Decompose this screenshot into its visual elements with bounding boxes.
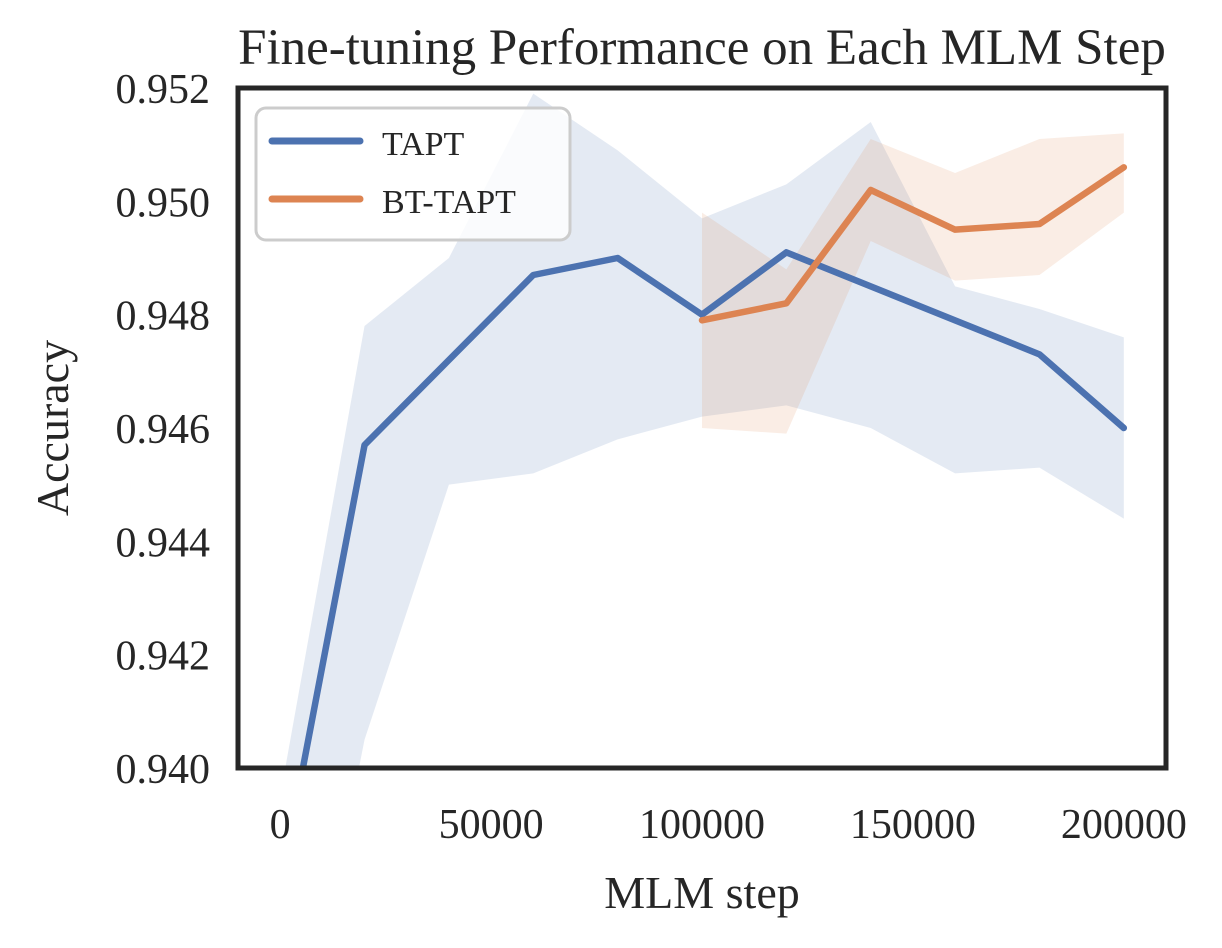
confidence-band-bt-tapt bbox=[702, 133, 1124, 434]
x-tick-label: 0 bbox=[270, 802, 291, 848]
y-tick-label: 0.950 bbox=[116, 180, 211, 226]
y-tick-label: 0.940 bbox=[116, 747, 211, 793]
y-axis-tick-labels: 0.940 0.942 0.944 0.946 0.948 0.950 0.952 bbox=[116, 67, 211, 793]
y-axis-label: Accuracy bbox=[27, 340, 78, 516]
y-tick-label: 0.952 bbox=[116, 67, 211, 113]
x-tick-label: 50000 bbox=[439, 802, 544, 848]
series-line-tapt bbox=[299, 249, 1128, 768]
y-tick-label: 0.948 bbox=[116, 294, 211, 340]
chart-title: Fine-tuning Performance on Each MLM Step bbox=[238, 20, 1166, 76]
legend-label-bt-tapt: BT-TAPT bbox=[382, 184, 516, 221]
confidence-bands bbox=[285, 93, 1124, 768]
x-tick-label: 200000 bbox=[1061, 802, 1187, 848]
legend-label-tapt: TAPT bbox=[382, 126, 465, 163]
plot-border bbox=[235, 85, 1169, 771]
x-axis-tick-labels: 0 50000 100000 150000 200000 bbox=[270, 802, 1187, 848]
x-axis-label: MLM step bbox=[604, 867, 800, 918]
y-tick-label: 0.946 bbox=[116, 407, 211, 453]
series-lines bbox=[299, 164, 1128, 768]
confidence-band-tapt bbox=[285, 93, 1124, 768]
y-tick-label: 0.942 bbox=[116, 634, 211, 680]
legend: TAPT BT-TAPT bbox=[254, 106, 572, 242]
y-tick-label: 0.944 bbox=[116, 520, 211, 566]
series-line-bt-tapt bbox=[698, 164, 1128, 324]
x-tick-label: 100000 bbox=[639, 802, 765, 848]
x-tick-label: 150000 bbox=[850, 802, 976, 848]
